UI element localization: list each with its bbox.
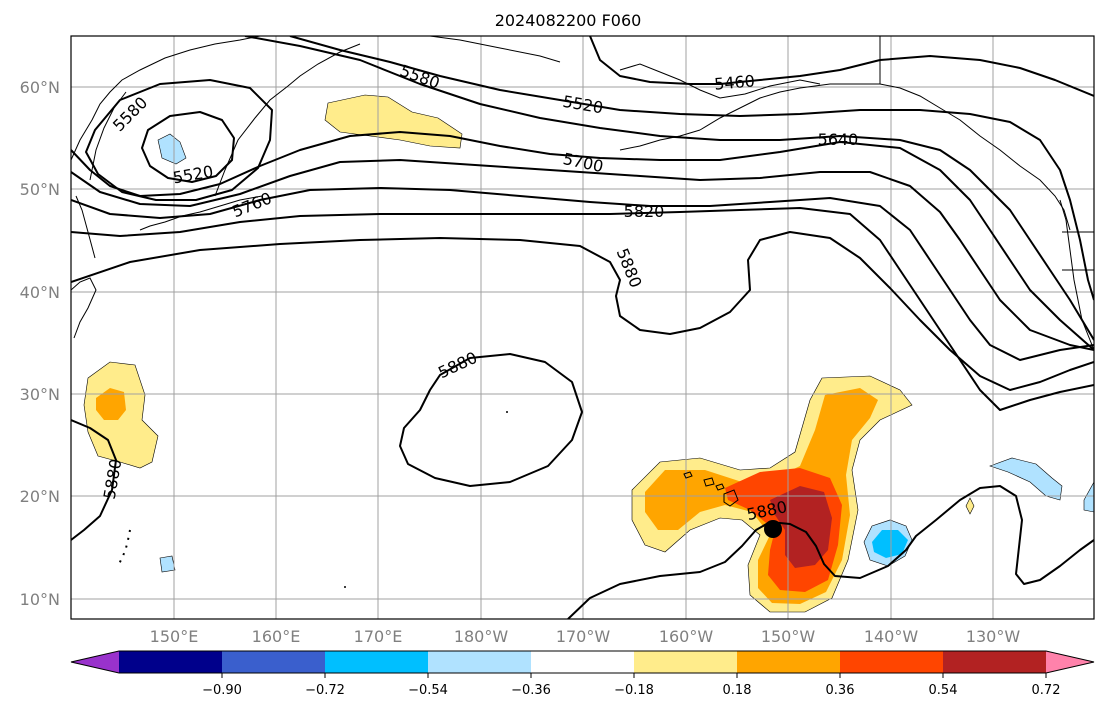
lat-label: 40°N — [20, 283, 60, 302]
contour-label: 5640 — [818, 130, 859, 149]
anomaly-orange-west — [96, 388, 126, 420]
lon-label: 170°W — [556, 627, 611, 646]
lat-label: 50°N — [20, 180, 60, 199]
colorbar-cell — [634, 651, 738, 673]
graticule — [71, 36, 1094, 619]
figure-title: 2024082200 F060 — [495, 11, 642, 30]
colorbar-cell — [531, 651, 635, 673]
anomaly-lightblue-edge — [1083, 481, 1094, 513]
anomaly-yellow-small — [965, 497, 975, 515]
colorbar-extend-max — [1046, 651, 1094, 673]
lon-label: 130°W — [966, 627, 1021, 646]
anomaly-lightblue-north — [157, 133, 187, 165]
colorbar-cell — [222, 651, 326, 673]
anomaly-lightblue-far-east — [989, 457, 1063, 501]
colorbar-outline — [70, 650, 1095, 674]
colorbar-cell — [325, 651, 429, 673]
colorbar-tick-label: −0.18 — [614, 683, 654, 698]
lon-label: 180°W — [454, 627, 509, 646]
contour-label: 5820 — [624, 202, 665, 221]
colorbar-tick-label: −0.90 — [202, 683, 242, 698]
lon-label: 170°E — [354, 627, 403, 646]
lat-label: 30°N — [20, 385, 60, 404]
latitude-labels: 60°N 50°N 40°N 30°N 20°N 10°N — [20, 78, 60, 609]
colorbar-extend-min — [71, 651, 119, 673]
height-contours — [71, 36, 1094, 619]
colorbar-cell — [428, 651, 532, 673]
contour-label: 5460 — [713, 71, 755, 93]
lat-label: 10°N — [20, 590, 60, 609]
anomaly-lightblue-small — [159, 555, 176, 573]
lon-label: 160°E — [252, 627, 301, 646]
lon-label: 160°W — [659, 627, 714, 646]
colorbar-cell — [737, 651, 841, 673]
map-frame — [70, 35, 1095, 620]
island-dot — [344, 586, 346, 588]
colorbar-tick-label: −0.54 — [408, 683, 448, 698]
island-dot — [506, 411, 508, 413]
colorbar-cell — [119, 651, 223, 673]
lon-label: 150°W — [761, 627, 816, 646]
lon-label: 140°W — [864, 627, 919, 646]
colorbar-tick-label: 0.72 — [1032, 683, 1061, 698]
colorbar-tick-label: −0.36 — [511, 683, 551, 698]
lon-label: 150°E — [150, 627, 199, 646]
colorbar-tick-label: −0.72 — [305, 683, 345, 698]
colorbar: −0.90 −0.72 −0.54 −0.36 −0.18 0.18 0.36 0.54 0.7… — [70, 650, 1095, 698]
longitude-labels: 150°E 160°E 170°E 180°W 170°W 160°W 150°… — [150, 627, 1021, 646]
anomaly-blue-east — [872, 530, 908, 558]
lat-label: 20°N — [20, 487, 60, 506]
colorbar-tick-label: 0.18 — [723, 683, 752, 698]
lat-label: 60°N — [20, 78, 60, 97]
colorbar-tick-label: 0.54 — [929, 683, 958, 698]
storm-center-marker — [764, 520, 782, 538]
colorbar-cell — [943, 651, 1047, 673]
colorbar-cell — [840, 651, 944, 673]
colorbar-tick-label: 0.36 — [826, 683, 855, 698]
